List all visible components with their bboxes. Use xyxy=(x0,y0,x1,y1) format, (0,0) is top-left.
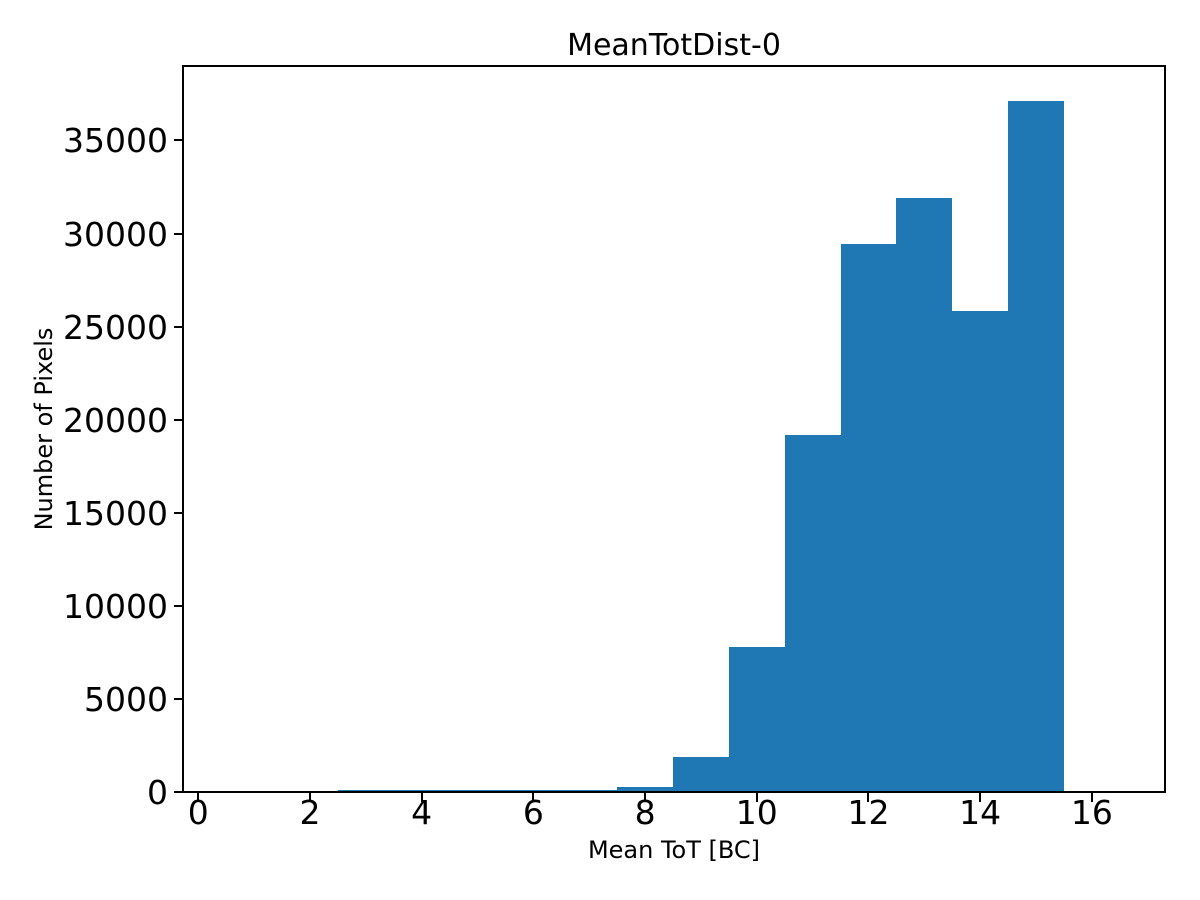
y-tick-mark xyxy=(174,325,183,328)
y-tick-label: 35000 xyxy=(63,121,168,161)
plot-area-frame xyxy=(182,65,1166,793)
x-tick-label: 12 xyxy=(847,793,890,832)
y-tick-mark xyxy=(174,139,183,142)
y-tick-label: 15000 xyxy=(63,493,168,533)
y-tick-label: 20000 xyxy=(63,400,168,440)
x-tick-mark xyxy=(420,793,423,802)
y-tick-label: 30000 xyxy=(63,214,168,254)
y-tick-label: 0 xyxy=(147,773,168,812)
y-tick-label: 10000 xyxy=(63,586,168,626)
x-tick-mark xyxy=(867,793,870,802)
x-tick-mark xyxy=(1090,793,1093,802)
x-tick-mark xyxy=(532,793,535,802)
x-tick-label: 4 xyxy=(411,793,433,832)
y-tick-mark xyxy=(174,232,183,235)
x-tick-mark xyxy=(979,793,982,802)
histogram-bar xyxy=(393,790,450,791)
histogram-bar xyxy=(561,790,618,791)
x-tick-label: 10 xyxy=(735,793,778,832)
y-tick-mark xyxy=(174,791,183,793)
x-axis-label: Mean ToT [BC] xyxy=(587,836,761,864)
histogram-bar xyxy=(1008,101,1064,791)
x-tick-mark xyxy=(197,793,200,802)
histogram-bar xyxy=(505,790,562,791)
histogram-bar xyxy=(449,790,506,791)
histogram-bar xyxy=(784,434,841,791)
x-tick-label: 0 xyxy=(187,793,209,832)
histogram-bar xyxy=(337,790,394,791)
y-tick-mark xyxy=(174,418,183,421)
x-tick-label: 16 xyxy=(1070,793,1113,832)
x-tick-mark xyxy=(755,793,758,802)
y-tick-label: 25000 xyxy=(63,307,168,347)
histogram-bar xyxy=(896,198,953,791)
chart-title: MeanTotDist-0 xyxy=(567,28,781,63)
x-tick-label: 2 xyxy=(299,793,321,832)
x-tick-label: 14 xyxy=(959,793,1002,832)
x-tick-mark xyxy=(644,793,647,802)
x-tick-mark xyxy=(308,793,311,802)
y-tick-label: 5000 xyxy=(84,679,168,719)
y-axis-label: Number of Pixels xyxy=(30,327,58,531)
histogram-bar xyxy=(728,646,785,791)
y-tick-mark xyxy=(174,511,183,514)
y-tick-mark xyxy=(174,604,183,607)
histogram-bar xyxy=(617,787,673,791)
x-tick-label: 6 xyxy=(522,793,544,832)
x-tick-label: 8 xyxy=(634,793,656,832)
histogram-bar xyxy=(952,310,1009,791)
histogram-bar xyxy=(672,756,729,791)
y-tick-mark xyxy=(174,697,183,700)
histogram-bar xyxy=(840,243,897,791)
